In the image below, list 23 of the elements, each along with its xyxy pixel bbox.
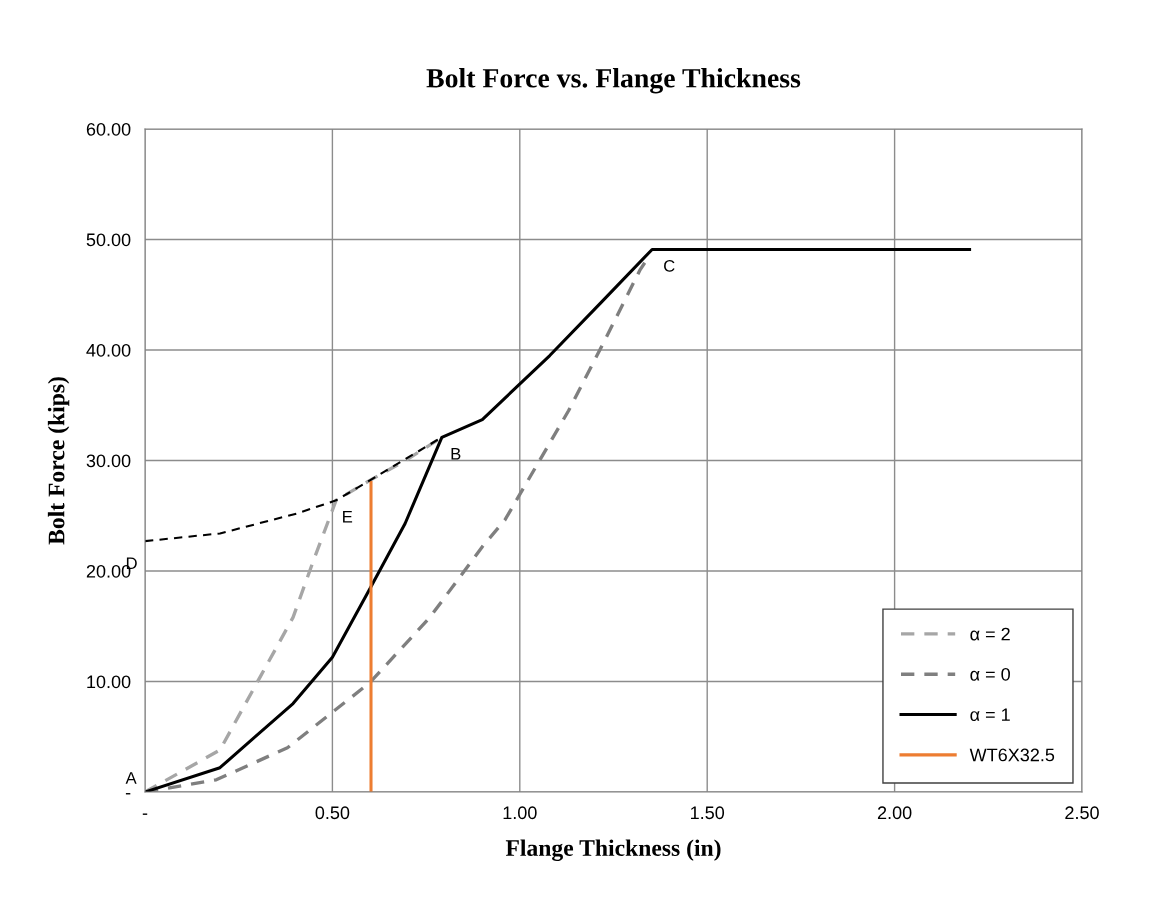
x-axis-title: Flange Thickness (in) [505, 839, 721, 861]
y-tick-label: 50.00 [86, 233, 131, 247]
y-tick-label: 60.00 [86, 122, 131, 136]
x-tick-label: 0.50 [315, 806, 350, 820]
legend-label: WT6X32.5 [969, 748, 1055, 762]
legend-label: α = 1 [970, 708, 1010, 722]
y-axis-title: Bolt Force (kips) [47, 377, 70, 545]
x-tick-label: 2.50 [1065, 806, 1099, 820]
chart-title: Bolt Force vs. Flange Thickness [426, 68, 801, 94]
y-tick-label: 10.00 [87, 675, 131, 689]
annotation: E [343, 511, 353, 523]
legend-label: α = 2 [970, 627, 1010, 641]
annotation: B [451, 448, 461, 460]
x-tick-label: 2.00 [877, 806, 912, 820]
legend-label: α = 0 [970, 667, 1010, 681]
annotation: A [125, 772, 137, 784]
y-tick-label: 40.00 [86, 343, 131, 357]
x-tick-label: 1.50 [691, 806, 725, 820]
x-tick-label: - [142, 813, 148, 815]
y-tick-label: - [125, 793, 131, 795]
y-tick-label: 30.00 [86, 454, 131, 468]
x-tick-label: 1.00 [503, 806, 537, 820]
annotation: C [664, 260, 675, 272]
